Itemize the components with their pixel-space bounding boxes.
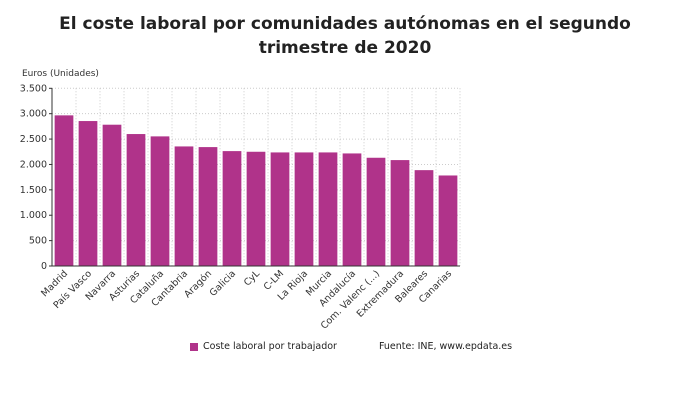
chart-title-line-2: trimestre de 2020 (258, 38, 432, 58)
bar-galicia (222, 151, 242, 266)
source-note: Fuente: INE, www.epdata.es (378, 341, 513, 352)
bar-navarra (102, 124, 122, 266)
chart-title: El coste laboral por comunidades autónom… (0, 12, 690, 60)
y-tick-label: 3.000 (20, 109, 47, 120)
bar-andalucía (342, 153, 362, 266)
bar-madrid (54, 115, 74, 266)
bar-aragón (198, 147, 218, 266)
bar-c-lm (270, 152, 290, 266)
y-tick-label: 2.000 (20, 159, 47, 170)
bar-murcia (318, 152, 338, 266)
bar-canarias (438, 175, 458, 266)
bar-asturias (126, 134, 146, 266)
bar-la-rioja (294, 152, 314, 266)
y-tick-label: 1.500 (20, 185, 47, 196)
bar-com-valenc- (366, 157, 386, 266)
legend: Coste laboral por trabajador Fuente: INE… (190, 341, 512, 352)
y-tick-label: 0 (41, 261, 47, 272)
bar-país-vasco (78, 121, 98, 266)
bar-extremadura (390, 160, 410, 266)
x-tick-label: CyL (242, 268, 263, 289)
y-tick-label: 1.000 (20, 210, 47, 221)
y-tick-label: 2.500 (20, 134, 47, 145)
bar-baleares (414, 170, 434, 266)
legend-swatch (190, 342, 198, 351)
y-axis-label: Euros (Unidades) (22, 69, 99, 79)
chart-title-line-1: El coste laboral por comunidades autónom… (59, 14, 631, 34)
y-tick-label: 3.500 (20, 83, 47, 94)
legend-label: Coste laboral por trabajador (203, 341, 337, 352)
y-tick-label: 500 (29, 236, 47, 247)
bar-cantabria (174, 146, 194, 266)
x-tick-label: Galicia (208, 268, 239, 299)
bar-cataluña (150, 136, 170, 266)
bar-cyl (246, 151, 266, 266)
